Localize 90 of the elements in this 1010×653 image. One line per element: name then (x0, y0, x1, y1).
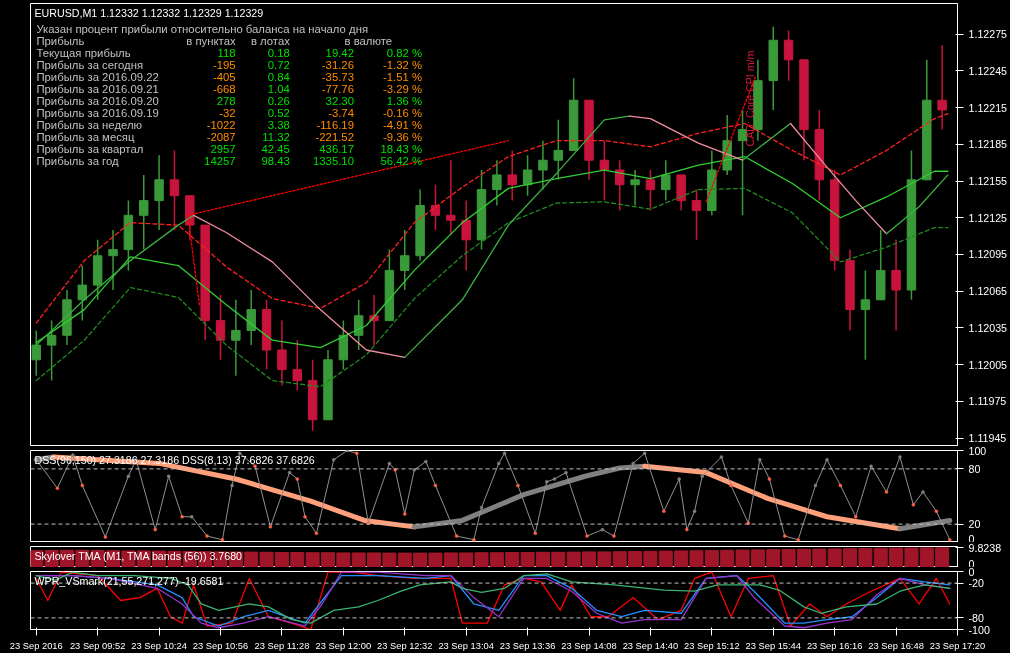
y-tick-label: 1.12005 (968, 358, 1008, 371)
y-tick-label: 1.12095 (968, 248, 1008, 261)
annotation: 14257 (204, 154, 236, 167)
annotation: 1335.10 (313, 154, 354, 167)
annotation: -405 (212, 70, 236, 83)
annotation: -3.74 (328, 106, 354, 119)
annotation: 3.38 (267, 118, 290, 131)
x-tick-label: 23 Sep 17:20 (929, 640, 986, 651)
annotation: -3.29 % (382, 82, 423, 95)
annotation: Указан процент прибыли относительно баланса на начало дня (36, 22, 369, 35)
x-tick-label: 23 Sep 10:56 (192, 640, 249, 651)
y-tick-label: 1.11945 (968, 432, 1007, 445)
annotation: 18.43 % (380, 142, 423, 155)
annotation: 0.72 (267, 58, 290, 71)
y-tick-label: 1.12065 (968, 285, 1008, 298)
x-tick-label: 23 Sep 15:12 (684, 640, 740, 651)
annotation: Текущая прибыль (36, 46, 131, 59)
annotation: Прибыль за 2016.09.21 (36, 82, 159, 95)
x-tick-label: 23 Sep 2016 (9, 640, 63, 651)
annotation: Прибыль за квартал (36, 142, 144, 155)
y-tick-label: 1.12155 (968, 175, 1008, 188)
annotation: 32.30 (325, 94, 354, 107)
annotation: 1.36 % (386, 94, 423, 107)
annotation: 118 (217, 46, 236, 59)
annotation: 0.84 (267, 70, 290, 83)
annotation: 42.45 (261, 142, 290, 155)
annotation: в пунктах (186, 34, 236, 47)
x-tick-label: 23 Sep 10:24 (131, 640, 187, 651)
annotation: -9.36 % (382, 130, 423, 143)
y-tick-label: 1.12245 (968, 64, 1008, 77)
y-tick-label: -20 (968, 577, 984, 590)
annotation: в валюте (344, 34, 393, 47)
annotation: -1.32 % (382, 58, 423, 71)
annotation: 1.04 (267, 82, 290, 95)
x-tick-label: 23 Sep 13:04 (438, 640, 494, 651)
annotation: 98.43 (261, 154, 290, 167)
annotation: -32 (219, 106, 236, 119)
y-tick-label: 1.12185 (968, 138, 1008, 151)
y-tick-label: 1.12215 (968, 101, 1008, 114)
annotation: CAD: Core CPI m/m (744, 50, 757, 147)
annotation: Прибыль за месяц (36, 130, 135, 143)
annotation: -4.91 % (382, 118, 423, 131)
y-tick-label: 80 (968, 462, 981, 475)
annotation: -1.51 % (382, 70, 423, 83)
x-tick-label: 23 Sep 09:52 (69, 640, 126, 651)
annotation: -195 (212, 58, 236, 71)
annotation: -2087 (206, 130, 236, 143)
annotation: Прибыль за 2016.09.20 (36, 94, 159, 107)
x-tick-label: 23 Sep 12:32 (377, 640, 433, 651)
annotation: -221.52 (315, 130, 354, 143)
annotation: -31.26 (321, 58, 354, 71)
annotation: -35.73 (321, 70, 354, 83)
annotation: 0.52 (267, 106, 290, 119)
annotation: 11.32 (262, 130, 290, 143)
chart-title: EURUSD,M1 1.12332 1.12332 1.12329 1.12329 (34, 6, 264, 19)
annotation: -77.76 (321, 82, 354, 95)
annotation: -668 (212, 82, 236, 95)
annotation: 2957 (210, 142, 236, 155)
y-tick-label: -80 (968, 611, 984, 624)
annotation: 19.42 (325, 46, 354, 59)
annotation: 0.18 (267, 46, 290, 59)
annotation: Прибыль за 2016.09.19 (36, 106, 159, 119)
y-tick-label: 1.12125 (968, 211, 1008, 224)
x-tick-label: 23 Sep 16:48 (868, 640, 924, 651)
annotation: Прибыль за сегодня (36, 58, 144, 71)
annotation: 278 (216, 94, 236, 107)
x-tick-label: 23 Sep 12:00 (315, 640, 372, 651)
x-tick-label: 23 Sep 13:36 (499, 640, 556, 651)
annotation: Прибыль за 2016.09.22 (36, 70, 159, 83)
x-tick-label: 23 Sep 16:16 (806, 640, 863, 651)
x-tick-label: 23 Sep 14:08 (561, 640, 617, 651)
y-tick-label: 20 (968, 518, 981, 531)
x-tick-label: 23 Sep 15:44 (745, 640, 801, 651)
y-tick-label: -100 (968, 623, 990, 636)
annotation: в лотах (250, 34, 291, 47)
y-tick-label: 1.12275 (968, 28, 1008, 41)
annotation: 0.82 % (386, 46, 423, 59)
x-tick-label: 23 Sep 14:40 (622, 640, 679, 651)
annotation: 0.26 (267, 94, 290, 107)
annotation: -116.19 (316, 118, 354, 131)
annotation: -0.16 % (382, 106, 423, 119)
y-tick-label: 100 (968, 444, 987, 457)
annotation: Прибыль за год (36, 154, 120, 167)
y-tick-label: 1.11975 (968, 395, 1007, 408)
y-tick-label: 1.12035 (968, 321, 1008, 334)
x-tick-label: 23 Sep 11:28 (254, 640, 310, 651)
annotation: Прибыль за неделю (36, 118, 143, 131)
annotation: 436.17 (319, 142, 354, 155)
annotation: -1022 (206, 118, 236, 131)
annotation: Прибыль (36, 34, 85, 47)
